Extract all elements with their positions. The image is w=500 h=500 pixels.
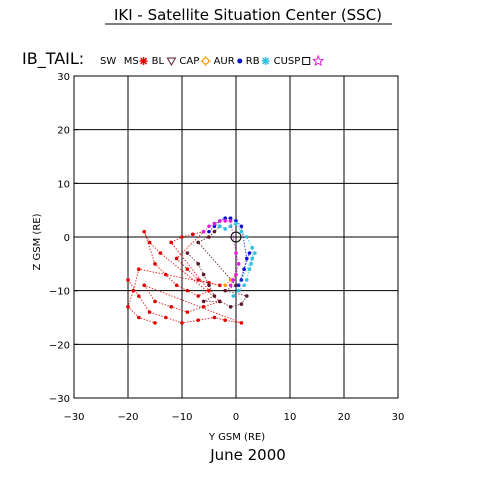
- data-point: [218, 283, 222, 288]
- y-axis-label: Z GSM (RE): [32, 213, 43, 270]
- legend-label: SW: [100, 56, 116, 67]
- orbit-traces: [126, 216, 257, 325]
- legend-label: RB: [246, 56, 260, 67]
- legend-label: CUSP: [274, 56, 301, 67]
- series-line: [224, 274, 237, 286]
- data-point: [228, 304, 233, 309]
- legend-label: AUR: [214, 56, 235, 67]
- dot-icon: [237, 58, 243, 64]
- series-bl: [185, 224, 249, 309]
- series-rb: [212, 221, 257, 298]
- y-tick-label: −30: [49, 394, 70, 405]
- origin-marker: [230, 231, 242, 243]
- x-tick-label: 20: [338, 412, 351, 423]
- legend-label: CAP: [179, 56, 199, 67]
- data-point: [180, 235, 184, 239]
- y-tick-label: 30: [57, 72, 70, 83]
- sun-rays-icon: [200, 56, 211, 66]
- data-point: [236, 262, 241, 266]
- series-line: [214, 222, 256, 297]
- data-point: [218, 219, 222, 223]
- y-tick-label: 10: [57, 179, 70, 190]
- series-cusp: [201, 219, 241, 288]
- y-tick-label: −20: [49, 340, 70, 351]
- data-point: [164, 315, 168, 320]
- asterisk-icon: [261, 57, 270, 65]
- series-line: [208, 217, 250, 286]
- series-line: [127, 230, 242, 324]
- data-point: [196, 318, 200, 322]
- x-axis-ticks: −30 −20 −10 0 10 20 30: [63, 394, 404, 423]
- data-point: [196, 294, 200, 298]
- legend-label: BL: [152, 56, 165, 67]
- sun-icon: [202, 57, 210, 65]
- x-tick-label: −20: [117, 412, 138, 423]
- series-ms: [126, 229, 244, 325]
- x-tick-label: 30: [392, 412, 405, 423]
- y-tick-label: 0: [64, 233, 70, 244]
- x-axis-label: Y GSM (RE): [208, 432, 265, 443]
- star-icon: [312, 54, 325, 67]
- data-point: [191, 232, 195, 237]
- series-line: [187, 225, 248, 308]
- data-point: [201, 229, 206, 234]
- y-axis-ticks: −30 −20 −10 0 10 20 30: [49, 72, 78, 405]
- x-tick-label: −10: [171, 412, 192, 423]
- y-tick-label: −10: [49, 287, 70, 298]
- data-point: [147, 310, 152, 314]
- x-tick-label: 10: [284, 412, 297, 423]
- date-label: June 2000: [209, 446, 286, 464]
- data-point: [207, 229, 211, 234]
- x-tick-label: 0: [233, 412, 239, 423]
- legend-label: MS: [124, 56, 139, 67]
- data-point: [212, 221, 217, 226]
- chart-title: IKI - Satellite Situation Center (SSC): [114, 6, 382, 24]
- square-icon: [302, 57, 311, 65]
- x-tick-label: −30: [63, 412, 84, 423]
- data-point: [218, 299, 222, 304]
- satellite-label: IB_TAIL:: [22, 49, 84, 69]
- data-point: [223, 318, 227, 322]
- triangle-icon: [166, 57, 177, 67]
- data-point: [207, 224, 211, 229]
- y-tick-label: 20: [57, 126, 70, 137]
- data-point: [131, 288, 136, 293]
- asterisk-icon: [139, 57, 148, 65]
- data-point: [185, 288, 190, 293]
- legend: SW MS BL CAP AUR RB CUSP: [100, 54, 325, 67]
- series-line: [203, 220, 240, 286]
